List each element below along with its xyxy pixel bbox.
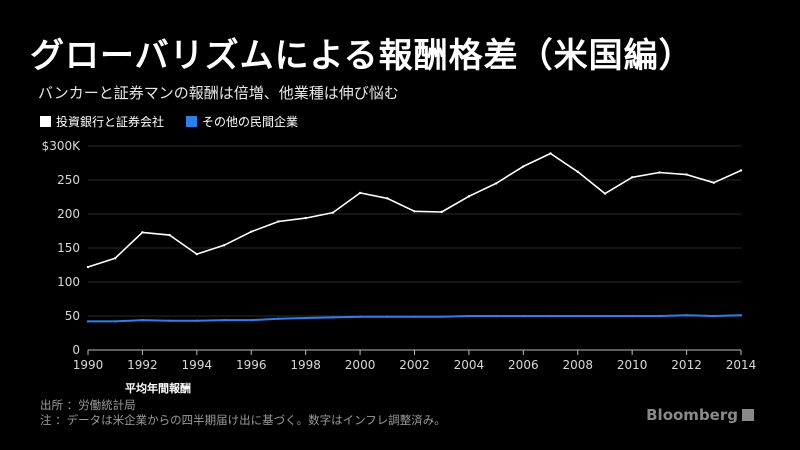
data-point	[603, 314, 607, 318]
x-tick-label: 2012	[671, 358, 702, 372]
data-point	[685, 173, 688, 176]
data-point	[549, 152, 552, 155]
data-point	[141, 318, 144, 322]
series-lines	[86, 152, 743, 323]
legend-swatch-banks	[40, 116, 51, 127]
x-tick-label: 2010	[617, 358, 648, 372]
y-tick-label: $300K	[42, 139, 82, 153]
data-point	[467, 314, 471, 318]
data-point	[712, 314, 715, 318]
x-tick-label: 2006	[508, 358, 539, 372]
x-axis-ticks: 1990 1992 1994 1996 1998 2000 2002 2004 2006 2008…	[73, 350, 757, 372]
data-point	[413, 210, 416, 213]
legend: 投資銀行と証券会社 その他の民間企業	[40, 113, 298, 130]
x-tick-label: 1992	[127, 358, 158, 372]
data-point	[630, 176, 634, 179]
data-point	[658, 314, 661, 318]
data-point	[630, 314, 634, 318]
x-tick-label: 2008	[562, 358, 593, 372]
y-tick-label: 150	[57, 241, 80, 255]
data-point	[440, 315, 443, 318]
data-point	[331, 211, 335, 214]
data-point	[467, 195, 471, 198]
data-point	[413, 315, 416, 318]
data-point	[277, 317, 280, 320]
y-tick-label: 0	[72, 343, 80, 357]
x-tick-label: 2004	[454, 358, 485, 372]
data-point	[440, 210, 443, 214]
y-tick-label: 200	[57, 207, 80, 221]
data-point	[304, 316, 307, 320]
data-point	[114, 257, 117, 260]
legend-item-other: その他の民間企業	[186, 113, 298, 130]
data-point	[222, 244, 226, 247]
y-axis-note: 平均年間報酬	[125, 382, 191, 395]
legend-item-banks: 投資銀行と証券会社	[40, 113, 164, 130]
data-point	[250, 318, 253, 322]
x-tick-label: 1990	[73, 358, 104, 372]
brand-name: Bloomberg	[646, 406, 738, 424]
y-tick-label: 100	[57, 275, 80, 289]
data-point	[576, 170, 579, 174]
data-point	[331, 316, 335, 319]
data-point	[250, 230, 253, 233]
data-point	[86, 265, 90, 269]
data-point	[114, 320, 117, 323]
data-point	[658, 171, 661, 174]
data-point	[576, 314, 579, 318]
data-point	[195, 252, 199, 256]
data-point	[141, 231, 144, 234]
data-point	[549, 314, 552, 318]
data-point	[195, 319, 199, 322]
data-point	[358, 191, 362, 195]
bloomberg-icon	[742, 409, 754, 421]
data-point	[358, 315, 362, 318]
x-tick-label: 2002	[399, 358, 430, 372]
x-tick-label: 1998	[290, 358, 321, 372]
data-point	[386, 197, 389, 200]
data-point	[304, 216, 307, 220]
data-point	[522, 165, 525, 168]
data-point	[739, 314, 743, 317]
data-point	[494, 314, 498, 318]
legend-label-other: その他の民間企業	[202, 115, 299, 129]
data-note: 注 ：データは米企業からの四半期届け出に基づく。数字はインフレ調整済み。	[40, 413, 446, 427]
data-point	[603, 192, 607, 195]
x-tick-label: 1994	[182, 358, 213, 372]
legend-swatch-other	[186, 116, 198, 127]
x-tick-label: 2014	[726, 358, 757, 372]
bloomberg-logo: Bloomberg	[646, 406, 754, 424]
source-note: 出所 ：労働統計局	[40, 398, 136, 412]
y-tick-label: 250	[57, 173, 80, 187]
data-point	[712, 181, 715, 184]
data-point	[86, 320, 90, 323]
x-tick-label: 2000	[345, 358, 376, 372]
data-point	[277, 220, 280, 223]
legend-label-banks: 投資銀行と証券会社	[56, 115, 165, 129]
y-axis-ticks: $300K 250 200 150 100 50 0	[42, 139, 82, 357]
data-point	[494, 182, 498, 185]
chart-title: グローバリズムによる報酬格差（米国編）	[30, 36, 694, 76]
data-point	[522, 314, 525, 318]
y-tick-label: 50	[65, 309, 80, 323]
data-point	[168, 319, 171, 322]
data-point	[739, 169, 743, 172]
x-tick-label: 1996	[236, 358, 267, 372]
data-point	[386, 315, 389, 318]
data-point	[685, 314, 688, 317]
grid-lines	[88, 145, 741, 351]
data-point	[222, 318, 226, 322]
data-point	[168, 233, 171, 237]
chart-subtitle: バンカーと証券マンの報酬は倍増、他業種は伸び悩む	[38, 84, 399, 102]
